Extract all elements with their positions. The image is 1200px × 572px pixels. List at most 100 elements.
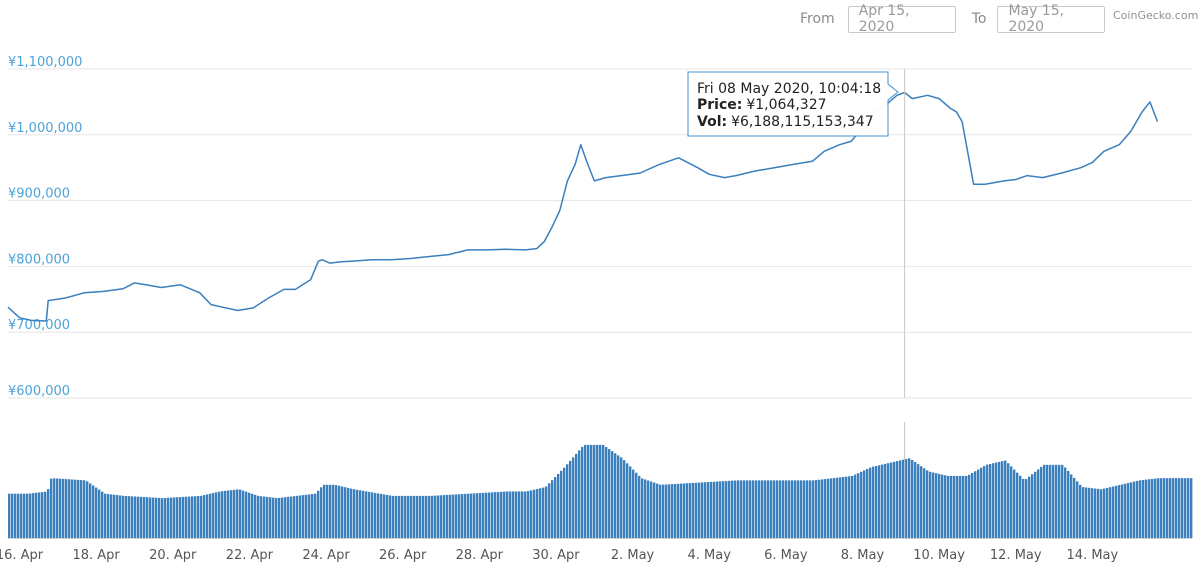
volume-bar [308,494,311,538]
volume-bar [359,490,362,538]
volume-bar [209,493,212,538]
volume-bar [779,480,782,538]
x-axis-labels: 16. Apr 18. Apr 20. Apr 22. Apr 24. Apr 26. A… [0,548,1119,563]
volume-bar [47,489,50,538]
volume-bar [245,491,248,538]
volume-bar [683,483,686,538]
volume-bar [293,496,296,538]
tooltip-price-row: Price: ¥1,064,327 [697,97,827,113]
volume-bar [410,495,413,538]
volume-bar [854,474,857,538]
volume-bar [605,447,608,538]
volume-bar [740,480,743,538]
volume-bar [767,480,770,538]
volume-bar [1184,478,1187,538]
volume-bar [677,483,680,538]
volume-bar [212,493,215,538]
volume-bar [1010,466,1013,538]
volume-bar [1088,487,1091,538]
volume-bar [635,472,638,538]
volume-bar [563,467,566,538]
volume-bar [473,493,476,538]
volume-bar [917,464,920,538]
volume-bar [617,455,620,538]
volume-bar [653,482,656,538]
volume-bar [341,486,344,538]
volume-bar [419,495,422,538]
volume-bar [89,483,92,538]
volume-bar [161,498,164,538]
x-tick-label: 14. May [1067,548,1119,563]
volume-bar [743,480,746,538]
volume-bar [1085,487,1088,538]
volume-bar [380,493,383,538]
volume-bar [971,472,974,538]
volume-bar [425,495,428,538]
volume-bar [455,494,458,538]
x-tick-label: 20. Apr [149,548,197,563]
volume-bar [95,487,98,538]
volume-bar [791,480,794,538]
volume-bar [1175,478,1178,538]
volume-bar [821,479,824,538]
volume-bar [476,493,479,538]
to-date-input[interactable]: May 15, 2020 [997,3,1106,35]
volume-bar [857,473,860,538]
volume-bar [62,478,65,538]
volume-bar [572,457,575,538]
volume-bar [554,477,557,538]
volume-bar [113,494,116,538]
volume-bar [590,444,593,538]
volume-bar [557,473,560,538]
volume-bar [530,490,533,538]
volume-bar [230,490,233,538]
volume-bar [803,480,806,538]
volume-bar [284,497,287,538]
volume-bar [809,480,812,538]
volume-bar [539,488,542,538]
volume-bar [812,480,815,538]
volume-bar [536,488,539,538]
volume-bar [506,491,509,538]
credit-link[interactable]: CoinGecko.com [1113,9,1199,22]
volume-bar [221,491,224,538]
volume-bar [131,496,134,538]
volume-bar [1082,487,1085,538]
volume-bar [674,483,677,538]
volume-bar [1148,479,1151,538]
volume-bar [1028,476,1031,538]
volume-bar [824,479,827,538]
volume-bar [1139,480,1142,538]
volume-bar [1136,480,1139,538]
volume-bar [347,487,350,538]
tooltip-vol-row: Vol: ¥6,188,115,153,347 [697,114,874,130]
volume-bar [236,489,239,538]
volume-bar [188,496,191,538]
volume-bar [275,497,278,538]
volume-bar [458,494,461,538]
volume-bar [101,491,104,538]
volume-bar [116,495,119,538]
volume-bar [449,494,452,538]
x-tick-label: 4. May [687,548,731,563]
y-tick-label: ¥900,000 [8,187,70,202]
volume-bar [233,489,236,538]
volume-bar [929,471,932,538]
volume-bar [227,490,230,538]
volume-bar [914,462,917,538]
from-date-input[interactable]: Apr 15, 2020 [847,3,956,35]
volume-bar [1058,464,1061,538]
volume-bar [983,466,986,538]
volume-bar [830,478,833,538]
volume-bar [725,481,728,538]
volume-bar [923,468,926,538]
volume-bar [935,473,938,538]
volume-bar [362,490,365,538]
volume-bar [335,485,338,538]
volume-bar [1169,478,1172,538]
volume-bars [8,444,1193,538]
volume-bar [71,479,74,538]
volume-bar [875,465,878,538]
volume-bar [887,463,890,538]
